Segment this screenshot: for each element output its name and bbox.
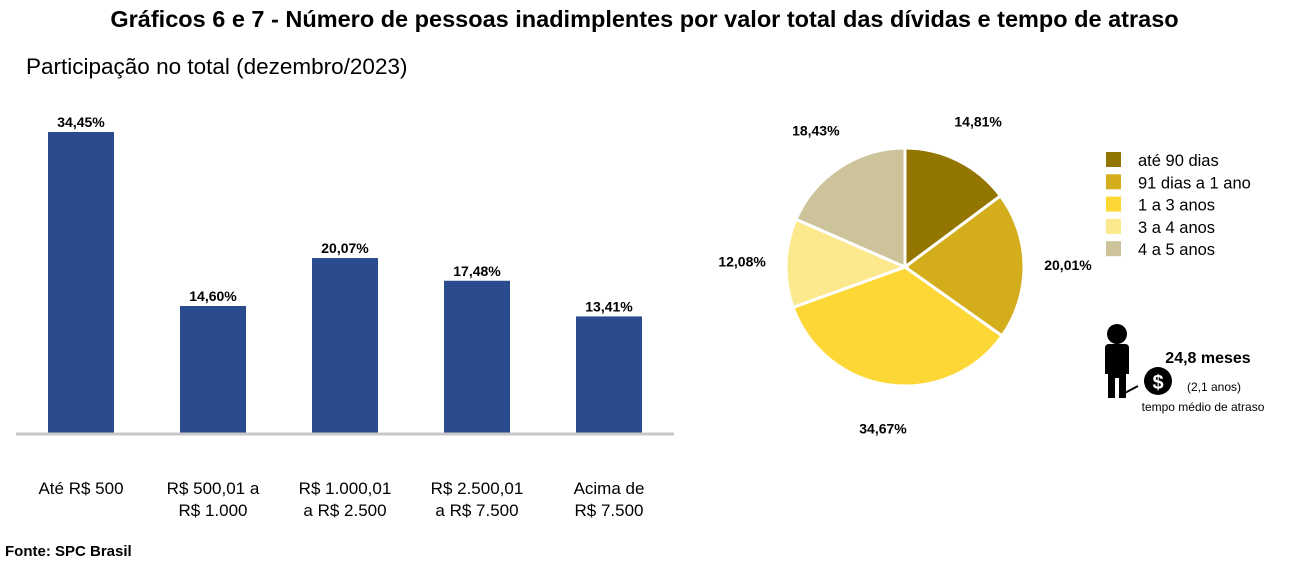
legend-label: 91 dias a 1 ano <box>1138 174 1251 192</box>
bar <box>48 131 114 434</box>
category-label: a R$ 2.500 <box>303 501 386 520</box>
bar-value-label: 20,07% <box>321 240 369 256</box>
source-note: Fonte: SPC Brasil <box>5 543 132 560</box>
legend-swatch <box>1106 241 1121 257</box>
person-icon <box>1105 324 1139 398</box>
bar-value-label: 14,60% <box>189 288 237 304</box>
pie-slice <box>784 217 910 310</box>
bar <box>180 306 246 434</box>
pie-value-label: 18,43% <box>792 123 840 139</box>
bar <box>576 316 642 434</box>
svg-text:$: $ <box>1152 372 1163 394</box>
legend-swatch <box>1106 196 1121 212</box>
bar <box>444 280 510 434</box>
pie-value-label: 14,81% <box>954 113 1002 129</box>
legend-swatch <box>1106 218 1121 234</box>
average-delay-years: (2,1 anos) <box>1187 380 1241 394</box>
pie-slice <box>791 265 1005 388</box>
bar-value-label: 17,48% <box>453 263 501 279</box>
legend-swatch <box>1106 174 1121 190</box>
category-label: a R$ 7.500 <box>435 501 518 520</box>
pie-value-label: 12,08% <box>718 254 766 270</box>
category-label: R$ 1.000 <box>179 501 248 520</box>
pie-slice <box>902 193 1026 338</box>
legend-swatch <box>1106 152 1121 167</box>
pie-value-label: 20,01% <box>1044 257 1092 273</box>
average-delay-months: 24,8 meses <box>1165 350 1251 367</box>
legend-label: até 90 dias <box>1138 152 1219 170</box>
pie-slice <box>794 146 907 270</box>
bar-value-label: 13,41% <box>585 298 633 314</box>
legend-label: 3 a 4 anos <box>1138 219 1215 237</box>
category-label: R$ 2.500,01 <box>431 479 524 498</box>
bar-chart: 34,45% Até R$ 500 14,60% R$ 500,01 a R$ 1.00… <box>16 114 674 520</box>
bar <box>312 258 378 434</box>
average-delay-caption: tempo médio de atraso <box>1142 400 1265 414</box>
pie-value-label: 34,67% <box>859 421 907 437</box>
category-label: R$ 7.500 <box>575 501 644 520</box>
category-label: R$ 500,01 a <box>167 479 260 498</box>
legend-label: 4 a 5 anos <box>1138 241 1215 259</box>
bar-value-label: 34,45% <box>57 114 105 130</box>
chart-subtitle: Participação no total (dezembro/2023) <box>26 54 408 79</box>
legend-label: 1 a 3 anos <box>1138 197 1215 215</box>
category-label: Acima de <box>574 479 645 498</box>
category-label: R$ 1.000,01 <box>299 479 392 498</box>
category-label: Até R$ 500 <box>38 479 123 498</box>
dollar-coin-icon: $ <box>1144 367 1172 395</box>
chart-title: Gráficos 6 e 7 - Número de pessoas inadi… <box>110 6 1179 32</box>
pie-slice <box>903 146 1003 270</box>
